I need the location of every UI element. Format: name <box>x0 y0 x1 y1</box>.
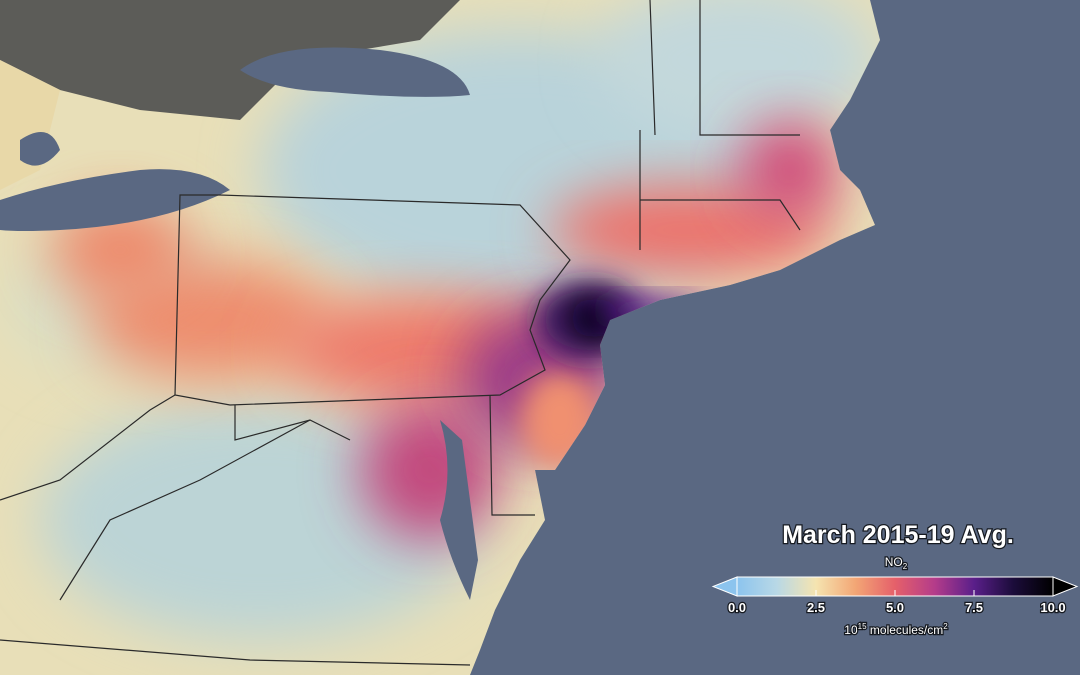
colorbar-tick-label: 5.0 <box>886 600 904 615</box>
colorbar-tick-label: 7.5 <box>965 600 983 615</box>
colorbar-tick-label: 0.0 <box>728 600 746 615</box>
unit-base: 10 <box>844 623 858 637</box>
legend-title: March 2015-19 Avg. <box>782 521 1014 549</box>
variable-text: NO <box>885 555 903 569</box>
borders <box>0 0 801 666</box>
legend-unit: 1015 molecules/cm2 <box>844 622 948 637</box>
legend-variable: NO2 <box>885 555 908 571</box>
variable-subscript: 2 <box>903 562 908 571</box>
unit-power: 15 <box>858 622 867 631</box>
unit-rest: molecules/cm <box>867 623 944 637</box>
colorbar-tick-label: 10.0 <box>1040 600 1065 615</box>
colorbar-tick-label: 2.5 <box>807 600 825 615</box>
colorbar: 0.0 2.5 5.0 7.5 10.0 <box>711 576 1079 616</box>
unit-rest-power: 2 <box>943 622 948 631</box>
